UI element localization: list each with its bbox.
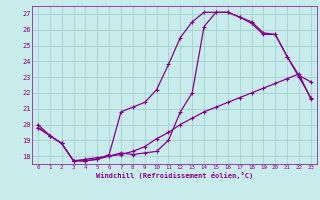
X-axis label: Windchill (Refroidissement éolien,°C): Windchill (Refroidissement éolien,°C) bbox=[96, 172, 253, 179]
